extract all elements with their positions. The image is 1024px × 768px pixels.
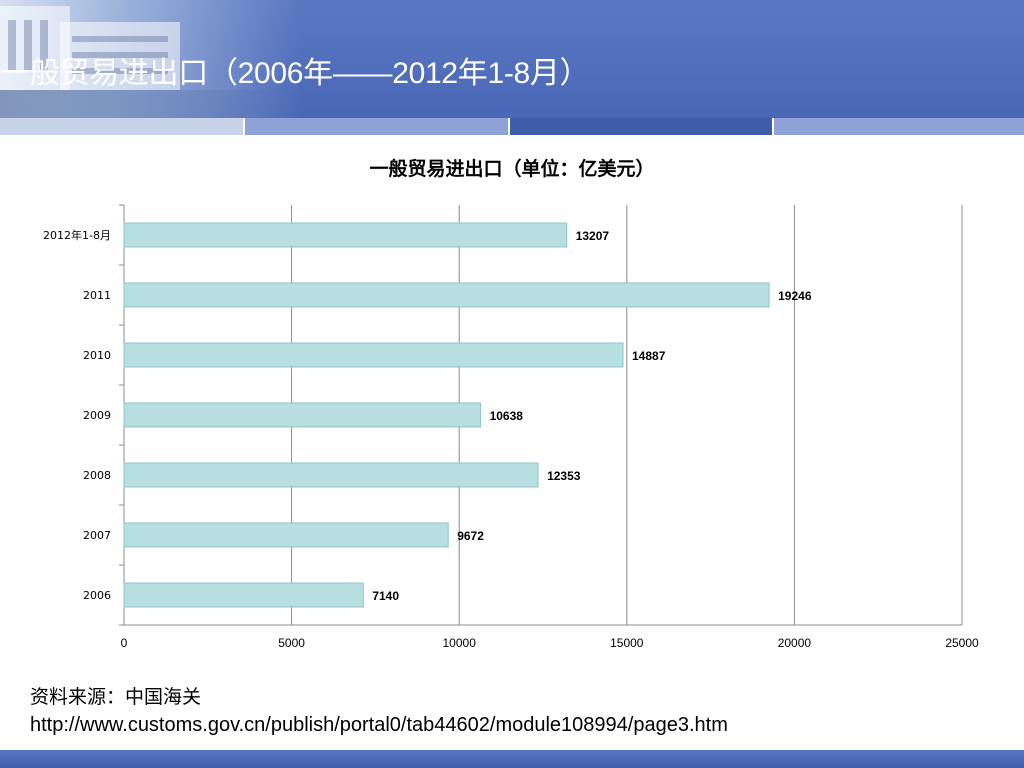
category-label: 2011	[83, 289, 111, 302]
slide-title: 一般贸易进出口（2006年——2012年1-8月）	[0, 57, 590, 90]
divider-segment	[510, 118, 772, 135]
category-label: 2007	[83, 529, 111, 542]
data-label: 13207	[576, 229, 610, 243]
data-label: 12353	[547, 469, 581, 483]
x-tick-label: 10000	[443, 636, 477, 650]
data-label: 14887	[632, 349, 666, 363]
data-label: 10638	[490, 409, 524, 423]
category-label: 2012年1-8月	[43, 228, 111, 242]
bar-chart: 0 5000 10000 15000 20000 25000 2012年1-8月 13207 2…	[43, 204, 979, 650]
x-tick-label: 0	[121, 636, 128, 650]
bar	[123, 522, 449, 548]
category-label: 2010	[83, 349, 111, 362]
data-label: 19246	[778, 289, 812, 303]
divider-segment	[0, 118, 243, 135]
x-tick-label: 20000	[778, 636, 812, 650]
bar	[123, 402, 482, 428]
bar	[123, 282, 770, 308]
bar	[123, 222, 568, 248]
divider-bar	[0, 118, 1024, 135]
x-tick-label: 5000	[278, 636, 305, 650]
slide-header: 一般贸易进出口（2006年——2012年1-8月）	[0, 0, 1024, 118]
divider-segment	[245, 118, 508, 135]
category-label: 2009	[83, 409, 111, 422]
bar	[123, 342, 624, 368]
category-label: 2008	[83, 469, 111, 482]
bar	[123, 462, 539, 488]
source-url[interactable]: http://www.customs.gov.cn/publish/portal…	[30, 714, 728, 736]
campus-photo	[0, 0, 300, 118]
x-tick-label: 25000	[945, 636, 979, 650]
category-label: 2006	[83, 589, 111, 602]
x-tick-label: 15000	[610, 636, 644, 650]
source-label: 资料来源：中国海关	[30, 686, 202, 708]
data-label: 7140	[372, 589, 399, 603]
data-label: 9672	[457, 529, 484, 543]
divider-segment	[774, 118, 1024, 135]
footer-bar	[0, 750, 1024, 768]
chart-title: 一般贸易进出口（单位：亿美元）	[369, 158, 655, 180]
bar	[123, 582, 364, 608]
